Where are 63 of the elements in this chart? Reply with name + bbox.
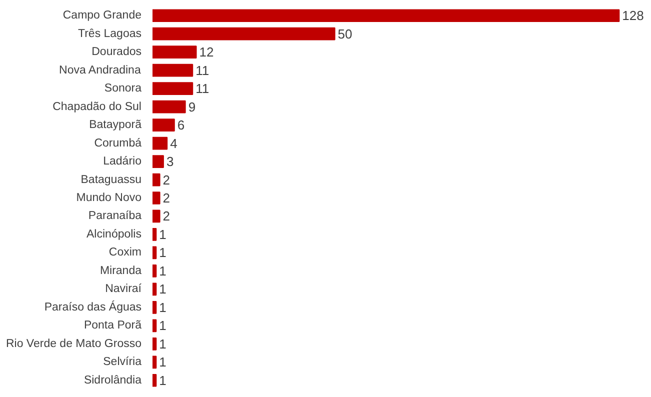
data-label: 1 <box>159 263 166 278</box>
data-label: 1 <box>159 372 166 388</box>
data-label: 1 <box>159 336 166 352</box>
bar <box>152 246 157 260</box>
y-tick-label: Três Lagoas <box>78 28 142 40</box>
y-tick-label: Sidrolândia <box>84 374 142 386</box>
bar <box>152 173 160 186</box>
data-label: 2 <box>162 172 170 188</box>
data-label: 1 <box>159 245 166 260</box>
y-tick-label: Paranaíba <box>88 210 142 222</box>
data-label: 1 <box>159 226 166 242</box>
data-label: 128 <box>622 8 644 24</box>
data-label: 50 <box>338 26 352 42</box>
bar <box>152 374 157 387</box>
bar <box>152 356 157 369</box>
data-label: 1 <box>159 282 166 297</box>
data-label: 3 <box>166 154 174 170</box>
data-label: 2 <box>162 208 170 224</box>
y-tick-label: Miranda <box>100 264 142 277</box>
bar <box>152 27 336 40</box>
bar <box>152 282 157 296</box>
y-tick-label: Naviraí <box>105 283 142 296</box>
data-label: 11 <box>196 81 210 96</box>
y-tick-label: Rio Verde de Mato Grosso <box>6 338 142 350</box>
bar <box>152 100 186 114</box>
bar <box>152 82 194 95</box>
data-label: 1 <box>159 354 166 370</box>
data-label: 2 <box>162 190 170 206</box>
bar <box>152 118 175 132</box>
y-tick-label: Mundo Novo <box>76 192 142 204</box>
bar <box>152 301 157 314</box>
data-label: 9 <box>188 99 196 114</box>
bar <box>152 264 157 278</box>
y-tick-label: Ladário <box>103 156 142 168</box>
y-tick-label: Alcinópolis <box>86 228 142 240</box>
bar <box>152 46 197 59</box>
bar <box>152 337 157 350</box>
y-tick-label: Bataguassu <box>80 174 142 186</box>
bar <box>152 9 620 22</box>
data-label: 11 <box>196 62 210 78</box>
y-tick-label: Batayporã <box>89 119 142 132</box>
y-tick-label: Nova Andradina <box>59 64 142 76</box>
bar <box>152 155 164 168</box>
data-label: 1 <box>159 300 166 315</box>
bar <box>152 192 160 204</box>
y-tick-label: Dourados <box>92 46 142 58</box>
bar <box>152 228 157 241</box>
bar <box>152 319 157 332</box>
data-label: 1 <box>159 318 166 334</box>
y-tick-label: Corumbá <box>94 137 142 150</box>
bar <box>152 136 168 150</box>
y-tick-label: Chapadão do Sul <box>52 100 142 113</box>
y-tick-label: Ponta Porã <box>84 320 142 332</box>
y-tick-label: Campo Grande <box>62 10 142 22</box>
y-tick-label: Sonora <box>104 82 142 95</box>
y-tick-label: Coxim <box>108 246 142 259</box>
data-label: 12 <box>199 44 214 60</box>
data-label: 4 <box>170 136 178 151</box>
data-label: 6 <box>177 118 185 133</box>
bar <box>152 210 160 223</box>
bar <box>152 64 194 77</box>
y-tick-label: Paraíso das Águas <box>44 300 142 314</box>
y-tick-label: Selvíria <box>103 356 142 368</box>
